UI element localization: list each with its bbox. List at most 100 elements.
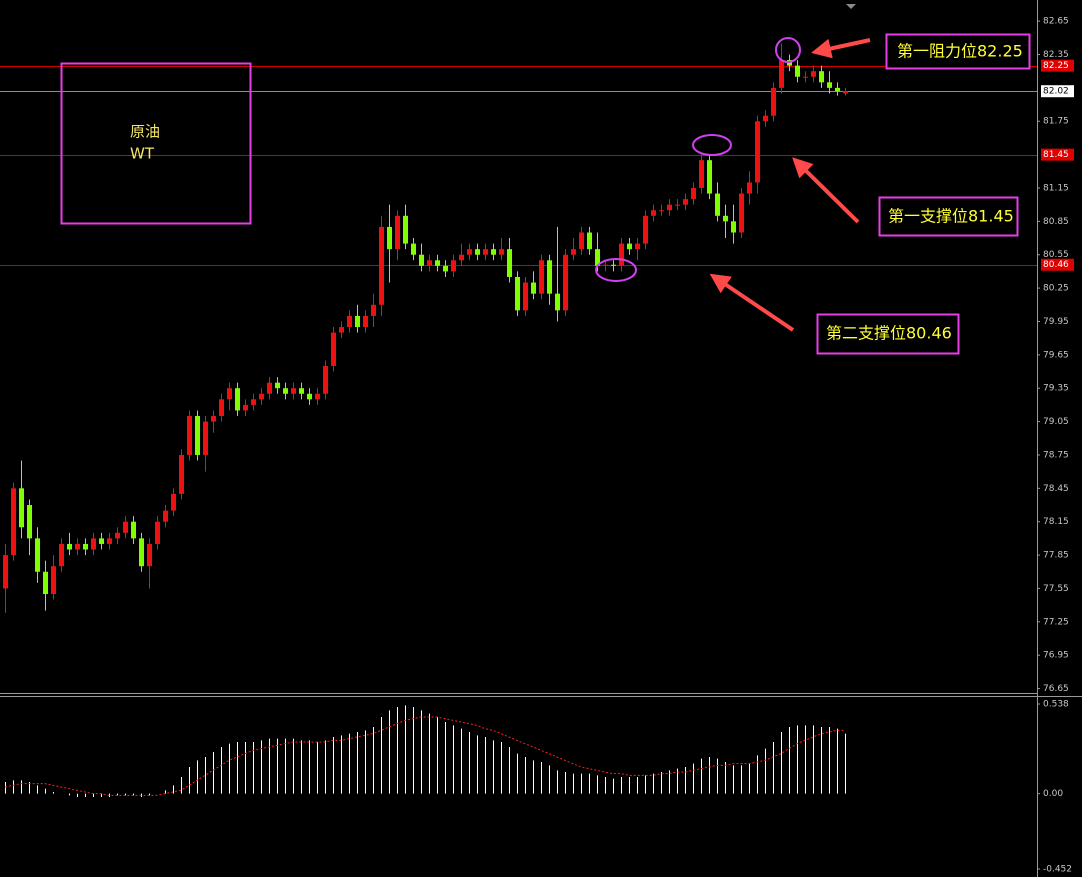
signal-line: [4, 716, 845, 796]
annotation-text: 第一阻力位82.25: [897, 42, 1023, 61]
candle-body: [803, 76, 808, 78]
candle-body: [819, 71, 824, 83]
highlight-ellipse: [692, 134, 732, 156]
candle-body: [651, 210, 656, 216]
highlight-ellipse: [595, 258, 637, 282]
y-tick-label: 79.05: [1043, 417, 1069, 427]
candle-body: [499, 249, 504, 255]
candle-body: [795, 65, 800, 77]
y-tick-label: 78.75: [1043, 450, 1069, 460]
y-tick-label: 80.55: [1043, 250, 1069, 260]
candle-body: [75, 543, 80, 550]
candle-body: [147, 543, 152, 567]
candle-body: [35, 538, 40, 572]
candle-body: [83, 543, 88, 550]
candle-body: [219, 399, 224, 417]
candle-body: [187, 416, 192, 455]
annotation-box: [885, 33, 1031, 70]
price-tag: [1041, 59, 1074, 72]
y-tick-label: 79.65: [1043, 350, 1069, 360]
candle-body: [363, 315, 368, 328]
candle-body: [435, 260, 440, 266]
candle-body: [827, 82, 832, 88]
candle-body: [251, 399, 256, 405]
candle-body: [659, 210, 664, 212]
y-tick-label: 77.85: [1043, 551, 1069, 561]
candle-body: [811, 71, 816, 77]
annotation-box: [878, 196, 1019, 237]
candle-body: [115, 532, 120, 539]
y-tick-label: 77.55: [1043, 584, 1069, 594]
candle-body: [603, 264, 608, 266]
candle-body: [675, 204, 680, 206]
candle-body: [739, 193, 744, 233]
candle-body: [27, 505, 32, 539]
y-tick-label: 0.00: [1043, 789, 1063, 799]
price-tag: [1041, 85, 1074, 98]
candle-body: [131, 521, 136, 539]
candle-body: [283, 388, 288, 394]
candle-body: [523, 282, 528, 311]
candle-body: [51, 566, 56, 594]
candle-body: [443, 265, 448, 272]
shift-marker: [846, 4, 856, 9]
price-tag-label: 80.46: [1043, 260, 1069, 270]
candle-body: [571, 249, 576, 255]
price-tag-label: 82.02: [1043, 87, 1069, 97]
candle-body: [123, 521, 128, 533]
candle-body: [275, 382, 280, 389]
candle-body: [387, 226, 392, 250]
candle-body: [59, 543, 64, 567]
price-tag: [1041, 258, 1074, 271]
candle-body: [267, 382, 272, 394]
candle-body: [491, 249, 496, 255]
candle-body: [427, 260, 432, 266]
candle-body: [379, 226, 384, 305]
candle-body: [235, 388, 240, 411]
candle-body: [619, 243, 624, 266]
candle-body: [347, 315, 352, 328]
candle-body: [467, 249, 472, 255]
candle-body: [563, 254, 568, 311]
candle-body: [355, 315, 360, 328]
candle-body: [195, 416, 200, 455]
y-tick-label: 81.75: [1043, 117, 1069, 127]
candle-body: [451, 260, 456, 272]
candle-body: [507, 249, 512, 277]
y-tick-label: 76.65: [1043, 684, 1069, 694]
candle-body: [299, 388, 304, 394]
price-tag-label: 82.25: [1043, 61, 1069, 71]
candle-body: [3, 555, 8, 589]
annotation-text: 第二支撑位80.46: [826, 324, 952, 343]
candle-body: [67, 543, 72, 550]
candle-body: [171, 493, 176, 511]
candle-body: [683, 199, 688, 205]
candle-body: [163, 510, 168, 522]
candle-body: [667, 204, 672, 211]
candle-body: [731, 221, 736, 233]
candle-body: [779, 60, 784, 88]
candle-body: [587, 232, 592, 250]
candle-body: [19, 488, 24, 528]
candle-body: [515, 276, 520, 311]
note-box: [60, 62, 252, 225]
candle-body: [539, 260, 544, 294]
candle-body: [635, 243, 640, 250]
candle-body: [547, 260, 552, 294]
candle-body: [411, 243, 416, 255]
candle-body: [483, 249, 488, 255]
price-tag: [1041, 148, 1074, 161]
candle-body: [643, 215, 648, 244]
y-tick-label: 78.45: [1043, 484, 1069, 494]
candle-body: [699, 160, 704, 188]
candle-body: [291, 388, 296, 394]
candle-body: [555, 293, 560, 311]
candle-body: [11, 488, 16, 556]
candle-body: [723, 215, 728, 222]
candle-body: [99, 538, 104, 544]
candle-body: [715, 193, 720, 216]
annotation-box: [816, 313, 960, 355]
candle-body: [611, 264, 616, 266]
candle-body: [595, 249, 600, 266]
